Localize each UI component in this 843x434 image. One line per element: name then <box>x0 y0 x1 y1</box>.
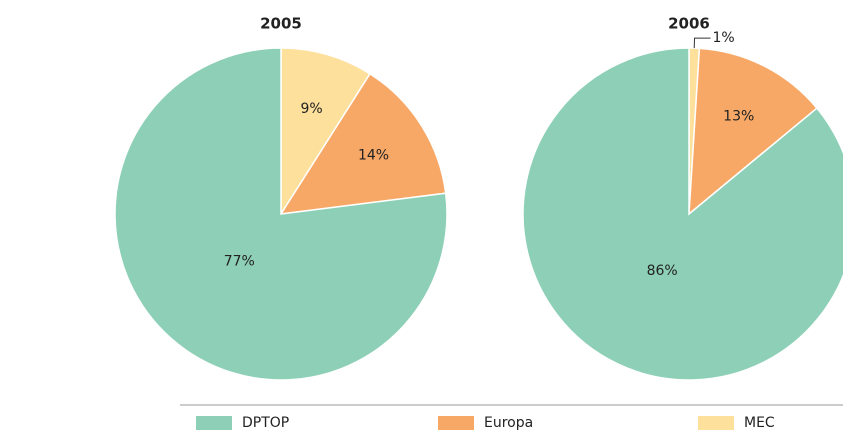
legend-swatch <box>698 416 734 430</box>
pie-slice <box>522 47 843 381</box>
legend-label: MEC <box>744 415 775 431</box>
data-label: 77% <box>224 253 255 269</box>
chart-title: 2006 <box>668 15 710 33</box>
legend-label: Europa <box>484 415 533 431</box>
data-label: 9% <box>300 101 322 117</box>
legend-swatch <box>196 416 232 430</box>
pie-slice <box>114 47 448 381</box>
pie-slice <box>688 47 818 216</box>
legend-label: DPTOP <box>242 415 289 431</box>
chart-title: 2005 <box>260 15 302 33</box>
pie-slice <box>280 47 371 217</box>
pie-slice <box>279 72 447 215</box>
data-label: 86% <box>647 263 678 279</box>
legend-swatch <box>438 416 474 430</box>
leader-line <box>693 37 711 49</box>
data-label: 14% <box>358 147 389 163</box>
data-label: 13% <box>723 108 754 124</box>
data-label: 1% <box>713 30 735 46</box>
